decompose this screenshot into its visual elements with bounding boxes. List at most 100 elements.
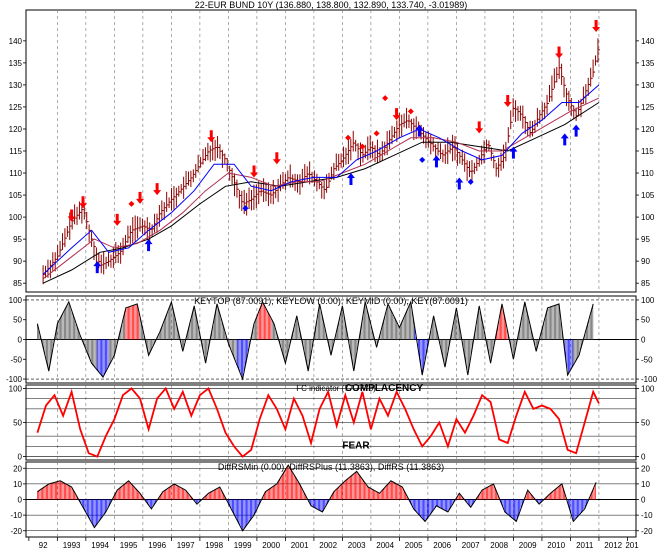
xtick-label: 1994: [91, 541, 109, 549]
xtick-label: 2007: [462, 541, 480, 549]
ytick-label-left: 120: [9, 125, 23, 134]
buy-arrow: [572, 124, 581, 137]
ytick-label-left: -20: [10, 527, 22, 536]
xtick-label: 2001: [291, 541, 309, 549]
price-panel: 22-EUR BUND 10Y (136.880, 138.800, 132.8…: [9, 0, 655, 293]
ytick-label-right: 10: [641, 480, 650, 489]
ytick-label-right: 50: [641, 316, 650, 325]
sell-arrow: [113, 213, 122, 226]
ytick-label-right: 95: [641, 235, 650, 244]
ytick-label-right: 50: [641, 419, 650, 428]
buy-arrow: [509, 146, 518, 159]
x-axis: 92 1993 1994 1995 1996 1997 1998 1999 2000 2001 20…: [28, 537, 639, 549]
xtick-label: 2006: [433, 541, 451, 549]
fear-label: FEAR: [342, 440, 370, 451]
xtick-label: 2004: [376, 541, 394, 549]
price-panel-frame: [25, 9, 637, 293]
keyosc-grid: [26, 296, 636, 383]
sell-diamond: [359, 143, 366, 150]
ytick-label-right: 110: [641, 169, 654, 178]
price-signals: [67, 20, 601, 274]
ytick-label-right: 20: [641, 464, 650, 473]
ytick-label-right: 100: [641, 384, 655, 393]
xtick-label: 2010: [547, 541, 565, 549]
sell-diamond: [407, 108, 414, 115]
ytick-label-left: 100: [9, 296, 23, 305]
ytick-label-left: 140: [9, 37, 23, 46]
sell-diamond: [373, 130, 380, 137]
buy-arrow: [455, 177, 464, 190]
ytick-label-left: 0: [18, 496, 23, 505]
keyosc-panel-title: KEYTOP (87.0091), KEYLOW (0.00), KEYMID …: [194, 296, 468, 306]
xtick-label: 2000: [262, 541, 280, 549]
ytick-label-left: 100: [9, 384, 23, 393]
sell-arrow: [67, 209, 76, 222]
ytick-label-right: 135: [641, 59, 655, 68]
xtick-label: 1997: [177, 541, 195, 549]
sell-arrow: [250, 165, 259, 178]
xtick-label: 1993: [63, 541, 81, 549]
ytick-label-left: 100: [9, 213, 23, 222]
sell-diamond: [128, 200, 135, 207]
ytick-label-right: 125: [641, 103, 655, 112]
buy-arrow: [144, 239, 153, 252]
ytick-label-right: -50: [641, 355, 653, 364]
ytick-label-left: 50: [13, 316, 22, 325]
ytick-label-left: 115: [9, 147, 22, 156]
ytick-label-right: 115: [641, 147, 654, 156]
xtick-label: 1996: [148, 541, 166, 549]
diffrs-panel-title: DiffRSMin (0.00), DiffRSPlus (11.3863), …: [218, 462, 444, 472]
xtick-label: 92: [39, 541, 48, 549]
ytick-label-right: 140: [641, 37, 655, 46]
ytick-label-right: -20: [641, 527, 653, 536]
ytick-label-left: 10: [13, 480, 22, 489]
buy-arrow: [560, 133, 569, 146]
xtick-label: 2002: [319, 541, 337, 549]
ytick-label-right: 105: [641, 191, 655, 200]
ytick-label-left: 90: [13, 257, 22, 266]
keyosc-series: [36, 300, 594, 381]
fc-yaxis: 100 100 50 50 0 0: [9, 384, 655, 461]
xtick-label: 2009: [519, 541, 537, 549]
buy-arrow: [93, 261, 102, 274]
ytick-label-right: -100: [641, 375, 658, 384]
xtick-label: 201: [625, 541, 639, 549]
buy-diamond: [242, 205, 249, 212]
sell-arrow: [136, 191, 145, 204]
sell-arrow: [207, 130, 216, 143]
xtick-label: 1999: [234, 541, 252, 549]
buy-arrow: [432, 155, 441, 168]
sell-arrow: [153, 183, 162, 196]
fc-panel: FC indicator (77.7778) COMPLACENCY FEAR …: [9, 383, 655, 462]
price-grid: [57, 10, 600, 292]
moving-averages: [42, 84, 600, 284]
ytick-label-left: 135: [9, 59, 23, 68]
ytick-label-left: 105: [9, 191, 23, 200]
diffrs-panel: DiffRSMin (0.00), DiffRSPlus (11.3863), …: [10, 461, 653, 538]
price-bars: [42, 38, 600, 285]
ytick-label-left: 85: [13, 279, 22, 288]
xtick-label: 2011: [576, 541, 594, 549]
ytick-label-left: 0: [18, 453, 23, 462]
buy-arrow: [415, 124, 424, 137]
ytick-label-left: 20: [13, 464, 22, 473]
ma-short-line: [42, 84, 600, 275]
sell-diamond: [382, 95, 389, 102]
xtick-label: 2012: [604, 541, 622, 549]
xtick-label: 2008: [490, 541, 508, 549]
buy-diamond: [419, 156, 426, 163]
xtick-label: 1995: [120, 541, 138, 549]
ytick-label-right: 90: [641, 257, 650, 266]
fc-grid: [26, 385, 636, 460]
sell-arrow: [592, 20, 601, 33]
sell-arrow: [272, 152, 281, 165]
sell-arrow: [555, 46, 564, 59]
ma-mid-line: [42, 97, 600, 280]
ytick-label-right: 85: [641, 279, 650, 288]
ytick-label-right: 0: [641, 453, 646, 462]
ytick-label-right: 100: [641, 296, 655, 305]
ytick-label-right: -10: [641, 511, 653, 520]
sell-arrow: [503, 94, 512, 107]
sell-arrow: [392, 108, 401, 121]
